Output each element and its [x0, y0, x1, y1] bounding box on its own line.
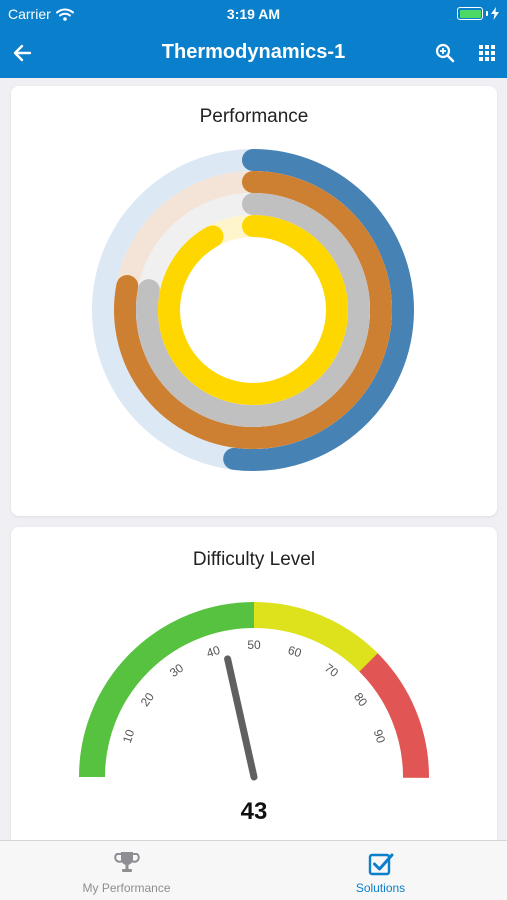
difficulty-card: Difficulty Level 10 20 30 40 50 60 70 80 90 43: [11, 527, 497, 857]
wifi-icon: [55, 8, 74, 21]
gauge-value-label: 43: [241, 798, 268, 825]
battery-level: [459, 9, 481, 18]
tab-bar: My Performance Solutions: [0, 840, 507, 900]
battery-cap: [486, 11, 488, 16]
checkbox-icon: [368, 853, 394, 876]
ring-bar-2: [114, 171, 392, 449]
ring-bar-3: [136, 193, 370, 427]
page-title: Thermodynamics-1: [161, 41, 346, 63]
ring-bar-4: [158, 215, 348, 405]
status-time: 3:19 AM: [226, 6, 281, 22]
ring-bar-1: [223, 149, 414, 471]
status-bar: Carrier 3:19 AM: [0, 0, 507, 28]
battery-icon: [457, 7, 483, 20]
tab-label-solutions: Solutions: [355, 881, 406, 895]
carrier-group: Carrier: [8, 6, 74, 22]
gauge-tick-label: 40: [205, 643, 222, 661]
difficulty-title: Difficulty Level: [192, 549, 316, 570]
gauge-tick-label: 60: [286, 643, 303, 661]
gauge-tick-label: 50: [247, 638, 261, 652]
grid-icon[interactable]: [475, 41, 499, 65]
gauge-tick-label: 20: [138, 690, 157, 709]
zoom-in-icon[interactable]: [433, 41, 457, 65]
tab-label-my-performance: My Performance: [82, 881, 171, 895]
gauge-band-1: [79, 601, 255, 778]
trophy-icon: [114, 852, 140, 872]
performance-card: Performance: [11, 86, 497, 516]
tab-solutions[interactable]: Solutions: [254, 841, 507, 900]
carrier-label: Carrier: [8, 6, 51, 22]
performance-radial-chart: [92, 149, 414, 471]
battery-indicator: [457, 7, 499, 20]
gauge-tick-label: 90: [371, 728, 389, 745]
difficulty-gauge: 10 20 30 40 50 60 70 80 90 43: [79, 601, 430, 825]
gauge-tick-label: 10: [120, 727, 138, 744]
gauge-needle: [224, 655, 258, 781]
gauge-band-2: [253, 602, 379, 673]
gauge-band-3: [359, 653, 430, 779]
performance-title: Performance: [199, 106, 309, 127]
tab-my-performance[interactable]: My Performance: [0, 841, 253, 900]
gauge-tick-label: 70: [322, 661, 341, 680]
gauge-tick-label: 80: [351, 690, 370, 709]
gauge-tick-label: 30: [167, 661, 186, 680]
arrow-left-icon[interactable]: [10, 40, 36, 66]
nav-bar: Thermodynamics-1: [0, 28, 507, 78]
charging-bolt-icon: [491, 7, 499, 20]
